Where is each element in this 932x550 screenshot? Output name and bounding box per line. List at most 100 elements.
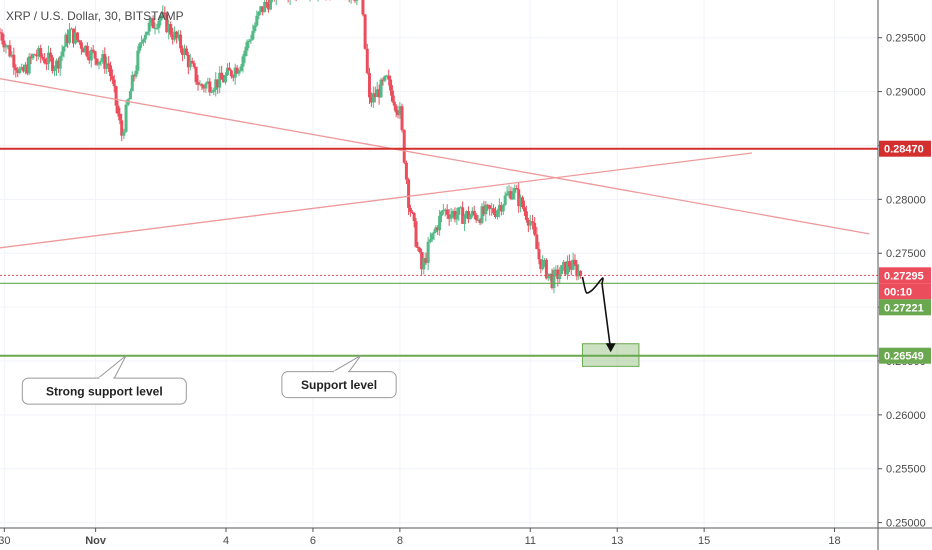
candle-body <box>453 211 457 220</box>
candle-body <box>459 207 463 209</box>
candle-body <box>81 48 85 53</box>
candle-body <box>120 120 124 136</box>
candle-body <box>175 31 179 39</box>
candle-body <box>517 189 521 207</box>
candle-body <box>163 12 167 15</box>
candle-body <box>224 74 228 83</box>
price-tick-label: 0.28000 <box>886 194 926 206</box>
candle-body <box>237 70 241 74</box>
candle-body <box>62 46 66 52</box>
candle-body <box>39 47 43 57</box>
candle-body <box>530 221 534 223</box>
candle-body <box>430 233 434 240</box>
candle-body <box>412 212 416 222</box>
candle-body <box>492 208 496 214</box>
trendline <box>0 78 870 235</box>
candle-body <box>535 234 539 250</box>
candle-body <box>169 24 173 35</box>
candle-body <box>398 106 402 116</box>
candle-body <box>379 79 383 98</box>
candle-body <box>554 269 558 271</box>
candle-body <box>410 211 414 213</box>
candle-body <box>138 43 142 51</box>
candle-body <box>515 188 519 190</box>
candle-body <box>478 219 482 224</box>
candle-body <box>521 197 525 208</box>
candle-body <box>579 270 583 276</box>
candle-body <box>400 106 404 131</box>
candle-body <box>426 241 430 263</box>
candle-body <box>186 54 190 68</box>
price-tick-label: 0.29000 <box>886 87 926 99</box>
candle-body <box>134 70 138 77</box>
candle-body <box>112 79 116 87</box>
candle-body <box>480 206 484 224</box>
candle-body <box>361 0 365 15</box>
candle-body <box>488 205 492 209</box>
candle-body <box>4 45 8 48</box>
candle-body <box>371 93 375 103</box>
candle-body <box>192 63 196 67</box>
candle-body <box>457 207 461 215</box>
candle-body <box>567 261 571 267</box>
candle-body <box>365 48 369 74</box>
candle-body <box>404 162 408 180</box>
candle-body <box>147 22 151 32</box>
candle-body <box>387 75 391 80</box>
resistance-price-label-bg <box>879 140 931 157</box>
candle-body <box>64 34 68 47</box>
symbol-header: XRP / U.S. Dollar, 30, BITSTAMP <box>6 9 184 23</box>
candle-body <box>499 205 503 212</box>
candle-body <box>8 45 12 57</box>
candle-body <box>79 42 83 49</box>
candle-body <box>12 54 16 68</box>
candle-body <box>212 89 216 92</box>
candles <box>0 0 583 294</box>
candle-body <box>373 93 377 97</box>
candle-body <box>564 261 568 275</box>
candle-body <box>49 52 53 58</box>
candle-body <box>486 204 490 206</box>
candle-body <box>157 20 161 28</box>
candle-body <box>461 207 465 224</box>
countdown-label: 00:10 <box>884 286 912 298</box>
candle-body <box>396 112 400 116</box>
candle-body <box>91 49 95 52</box>
candle-body <box>124 104 128 132</box>
candle-body <box>208 81 212 93</box>
candle-body <box>402 130 406 163</box>
candle-body <box>255 15 259 26</box>
candle-body <box>101 54 105 61</box>
candle-body <box>196 82 200 85</box>
candle-body <box>200 84 204 87</box>
candle-body <box>85 45 89 57</box>
time-tick-label: Nov <box>85 535 107 547</box>
candle-body <box>184 48 188 55</box>
candle-body <box>571 259 575 270</box>
candle-body <box>60 51 64 57</box>
current-price-label-bg <box>879 267 931 284</box>
callout-pointer <box>331 355 362 373</box>
candle-body <box>29 56 33 59</box>
candle-body <box>451 211 455 215</box>
candle-body <box>95 58 99 65</box>
candle-body <box>443 209 447 211</box>
candle-body <box>565 261 569 275</box>
candle-body <box>6 45 10 47</box>
price-tick-label: 0.26000 <box>886 410 926 422</box>
candle-body <box>89 49 93 61</box>
candle-body <box>71 28 75 44</box>
candle-body <box>109 65 113 77</box>
candle-body <box>20 67 24 69</box>
candle-body <box>222 79 226 83</box>
candle-body <box>509 191 513 200</box>
candle-body <box>56 60 60 69</box>
candle-body <box>116 105 120 114</box>
candle-body <box>428 239 432 242</box>
candle-body <box>161 12 165 17</box>
candle-body <box>482 206 486 215</box>
candle-body <box>533 222 537 235</box>
candle-body <box>267 3 271 10</box>
candle-body <box>73 32 77 44</box>
